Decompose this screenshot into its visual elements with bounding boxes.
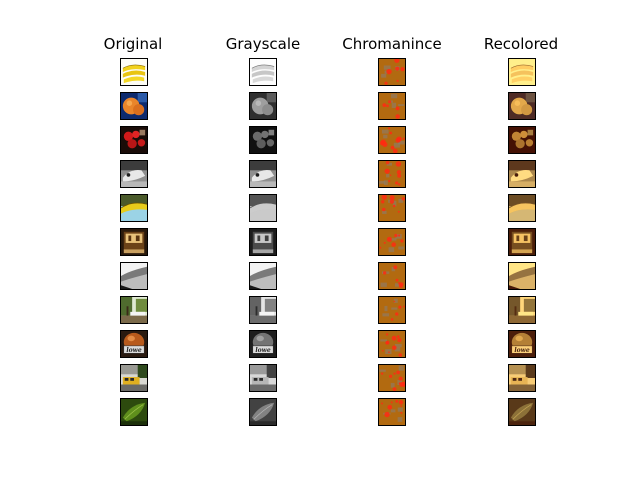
- recolored-image-red-fruit: [508, 126, 536, 154]
- chrominance-image-jar-lowe: [378, 330, 406, 358]
- chrominance-image-shaded-corner: [378, 262, 406, 290]
- original-image-framed-room: [120, 228, 148, 256]
- chrominance-image-green-leaf: [378, 398, 406, 426]
- recolored-image-green-leaf: [508, 398, 536, 426]
- grayscale-image-shaded-corner: [249, 262, 277, 290]
- original-image-green-leaf: [120, 398, 148, 426]
- chrominance-image-tree-garden: [378, 296, 406, 324]
- recolored-image-tree-garden: [508, 296, 536, 324]
- chrominance-image-orange-on-blue: [378, 92, 406, 120]
- chrominance-image-red-fruit: [378, 126, 406, 154]
- grayscale-image-tree-garden: [249, 296, 277, 324]
- svg-text:lowe: lowe: [126, 347, 141, 354]
- column-title-chromaninance: Chromanince: [342, 35, 442, 53]
- recolored-image-orange-on-blue: [508, 92, 536, 120]
- original-image-red-fruit: [120, 126, 148, 154]
- grayscale-image-bw-animal: [249, 160, 277, 188]
- original-image-jar-lowe: lowe: [120, 330, 148, 358]
- column-title-grayscale: Grayscale: [225, 35, 301, 53]
- recolored-image-jar-lowe: lowe: [508, 330, 536, 358]
- chrominance-image-bw-animal: [378, 160, 406, 188]
- recolored-image-banana-on-sky: [508, 194, 536, 222]
- column-title-recolored: Recolored: [483, 35, 559, 53]
- grayscale-image-street-bus: [249, 364, 277, 392]
- column-title-original: Original: [103, 35, 163, 53]
- original-image-tree-garden: [120, 296, 148, 324]
- recolored-image-bananas: [508, 58, 536, 86]
- grayscale-image-banana-on-sky: [249, 194, 277, 222]
- recolored-image-framed-room: [508, 228, 536, 256]
- grayscale-image-orange-on-blue: [249, 92, 277, 120]
- recolored-image-bw-animal: [508, 160, 536, 188]
- recolored-image-street-bus: [508, 364, 536, 392]
- grayscale-image-red-fruit: [249, 126, 277, 154]
- svg-text:lowe: lowe: [255, 347, 270, 354]
- grayscale-image-framed-room: [249, 228, 277, 256]
- chrominance-image-banana-on-sky: [378, 194, 406, 222]
- chrominance-image-bananas: [378, 58, 406, 86]
- recolored-image-shaded-corner: [508, 262, 536, 290]
- grayscale-image-jar-lowe: lowe: [249, 330, 277, 358]
- grayscale-image-bananas: [249, 58, 277, 86]
- original-image-orange-on-blue: [120, 92, 148, 120]
- chrominance-image-framed-room: [378, 228, 406, 256]
- original-image-shaded-corner: [120, 262, 148, 290]
- grayscale-image-green-leaf: [249, 398, 277, 426]
- original-image-bw-animal: [120, 160, 148, 188]
- original-image-banana-on-sky: [120, 194, 148, 222]
- original-image-bananas: [120, 58, 148, 86]
- original-image-street-bus: [120, 364, 148, 392]
- chrominance-image-street-bus: [378, 364, 406, 392]
- svg-text:lowe: lowe: [514, 347, 529, 354]
